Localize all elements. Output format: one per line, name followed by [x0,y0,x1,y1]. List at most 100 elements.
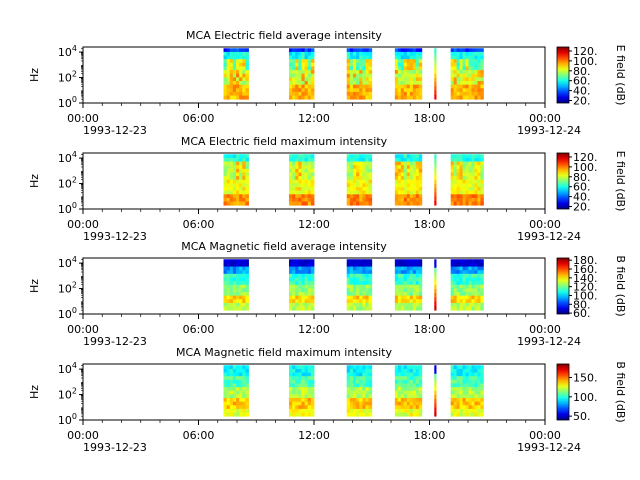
spectrogram-segment [450,365,484,417]
x-date-end-label: 1993-12-24 [517,124,581,137]
colorbar-tick-label: 60. [573,307,591,320]
x-tick-label: 12:00 [298,429,330,442]
x-date-end-label: 1993-12-24 [517,230,581,243]
spectrogram-data [223,259,484,311]
y-axis-label: Hz [28,385,41,399]
spectrogram-segment [223,365,249,417]
x-tick-label: 00:00 [529,429,561,442]
colorbar-tick-label: 140. [573,272,598,285]
x-tick-label: 18:00 [414,112,446,125]
x-tick-label: 00:00 [67,218,99,231]
x-tick-label: 00:00 [529,323,561,336]
spectrogram-segment [394,48,423,100]
x-tick-label: 18:00 [414,323,446,336]
x-tick-label: 12:00 [298,218,330,231]
colorbar-label: E field (dB) [614,45,627,106]
colorbar-tick-label: 180. [573,254,598,267]
colorbar-label: B field (dB) [614,255,627,316]
x-tick-label: 00:00 [67,323,99,336]
spectrogram-segment [346,154,373,206]
y-axis-label: Hz [28,174,41,188]
y-tick-label: 100 [58,412,77,427]
x-tick-label: 06:00 [183,218,215,231]
x-tick-label: 00:00 [67,429,99,442]
spectrogram-segment [223,154,249,206]
x-date-end-label: 1993-12-24 [517,335,581,348]
spectrogram-segment [223,48,249,100]
x-date-start-label: 1993-12-23 [83,335,147,348]
x-tick-label: 00:00 [529,218,561,231]
x-tick-label: 06:00 [183,112,215,125]
colorbar-tick-label: 120. [573,281,598,294]
y-tick-label: 104 [58,255,77,270]
spectrogram-spike [434,154,437,206]
x-tick-label: 12:00 [298,112,330,125]
colorbar [556,46,570,104]
colorbar-label: E field (dB) [614,151,627,212]
spectrogram-segment [450,259,484,311]
spectrogram-spike [434,259,437,311]
x-date-end-label: 1993-12-24 [517,441,581,454]
y-tick-label: 102 [58,176,77,191]
colorbar-tick-label: 100. [573,161,598,174]
spectrogram-panel: MCA Magnetic field maximum intensity Hz 10… [28,346,627,454]
spectrogram-segment [394,154,423,206]
spectrogram-segment [394,365,423,417]
colorbar [556,152,570,210]
colorbar-tick-label: 100. [573,391,598,404]
y-axis-label: Hz [28,68,41,82]
y-tick-label: 100 [58,201,77,216]
spectrogram-segment [394,259,423,311]
colorbar [556,363,570,421]
y-tick-label: 100 [58,306,77,321]
colorbar-tick-label: 60. [573,75,591,88]
colorbar-tick-label: 100. [573,55,598,68]
spectrogram-data [223,154,484,206]
colorbar-tick-label: 120. [573,45,598,58]
x-tick-label: 06:00 [183,323,215,336]
spectrogram-segment [450,48,484,100]
y-tick-label: 102 [58,70,77,85]
spectrogram-segment [288,365,315,417]
spectrogram-segment [346,365,373,417]
spectrogram-spike [434,48,437,100]
x-tick-label: 00:00 [67,112,99,125]
panel-title: MCA Electric field average intensity [186,29,382,42]
spectrogram-segment [450,154,484,206]
colorbar-tick-label: 60. [573,181,591,194]
spectrogram-segment [223,259,249,311]
colorbar [556,257,570,315]
spectrogram-segment [288,154,315,206]
y-tick-label: 102 [58,387,77,402]
x-tick-label: 12:00 [298,323,330,336]
x-tick-label: 06:00 [183,429,215,442]
colorbar-tick-label: 100. [573,289,598,302]
y-tick-label: 104 [58,150,77,165]
colorbar-tick-label: 150. [573,372,598,385]
spectrogram-panel: MCA Electric field maximum intensity Hz 10… [28,135,627,243]
y-tick-label: 100 [58,95,77,110]
spectrogram-data [223,365,484,417]
spectrogram-segment [288,48,315,100]
colorbar-tick-label: 80. [573,65,591,78]
y-tick-label: 104 [58,361,77,376]
spectrogram-panel: MCA Magnetic field average intensity Hz 10… [28,240,627,348]
panel-title: MCA Electric field maximum intensity [181,135,388,148]
panel-title: MCA Magnetic field average intensity [181,240,387,253]
colorbar-tick-label: 40. [573,191,591,204]
x-tick-label: 18:00 [414,429,446,442]
spectrogram-segment [288,259,315,311]
panel-title: MCA Magnetic field maximum intensity [176,346,392,359]
x-date-start-label: 1993-12-23 [83,230,147,243]
spectrogram-segment [346,48,373,100]
y-tick-label: 102 [58,281,77,296]
spectrogram-spike [434,365,437,417]
x-date-start-label: 1993-12-23 [83,124,147,137]
colorbar-tick-label: 20. [573,201,591,214]
x-tick-label: 18:00 [414,218,446,231]
y-tick-label: 104 [58,44,77,59]
spectrogram-segment [346,259,373,311]
colorbar-tick-label: 120. [573,151,598,164]
colorbar-tick-label: 40. [573,85,591,98]
